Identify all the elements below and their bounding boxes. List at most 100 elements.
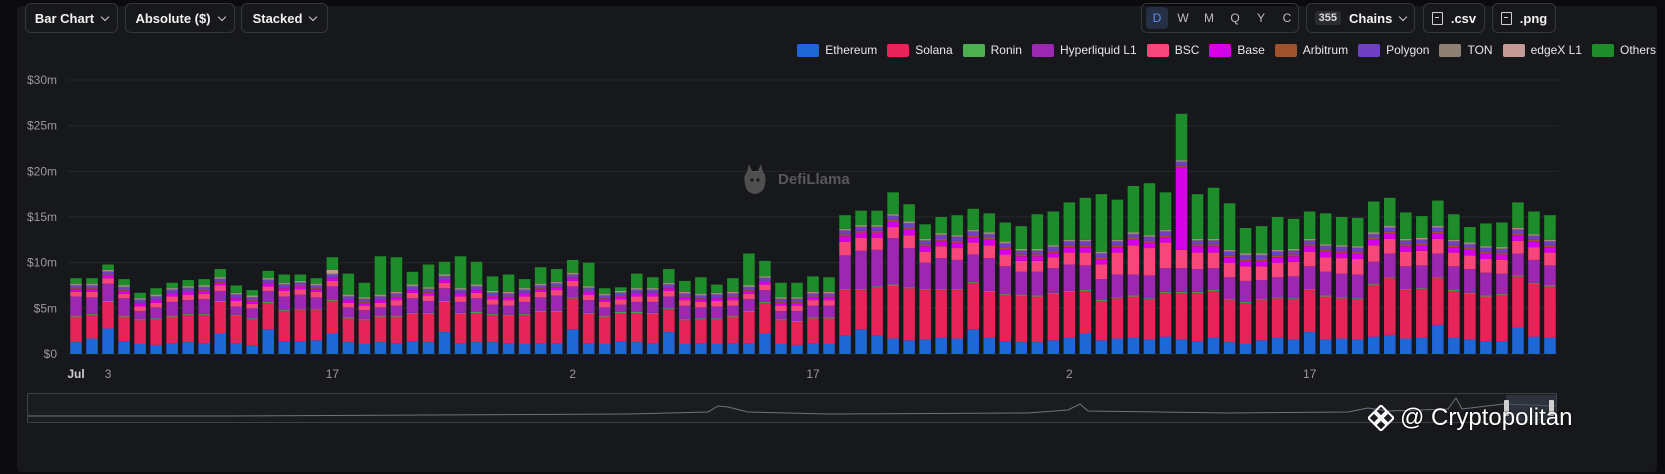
bar-segment[interactable] [1464,248,1476,250]
bar-segment[interactable] [679,280,691,292]
bar-segment[interactable] [983,239,996,246]
bar-segment[interactable] [871,226,883,228]
bar-segment[interactable] [1271,277,1284,298]
bar-segment[interactable] [839,289,851,291]
bar-segment[interactable] [1255,255,1268,260]
bar-segment[interactable] [1031,249,1044,251]
bar-segment[interactable] [1239,227,1252,254]
bar-segment[interactable] [214,279,226,282]
bar-segment[interactable] [598,307,611,316]
bar-segment[interactable] [518,288,531,290]
bar-segment[interactable] [1303,290,1316,333]
bar-segment[interactable] [1448,214,1460,240]
bar-segment[interactable] [310,310,323,341]
bar-segment[interactable] [1335,258,1348,274]
bar-segment[interactable] [214,277,226,279]
bar-segment[interactable] [1143,236,1156,238]
bar-segment[interactable] [1015,249,1028,251]
bar-segment[interactable] [871,210,883,226]
bar-segment[interactable] [470,289,483,291]
bar-segment[interactable] [390,293,403,297]
bar-segment[interactable] [550,343,563,354]
bar-segment[interactable] [663,288,675,291]
bar-segment[interactable] [871,225,883,227]
bar-segment[interactable] [887,219,899,222]
bar-segment[interactable] [374,256,387,295]
bar-segment[interactable] [470,284,483,286]
bar-segment[interactable] [326,286,339,301]
bar-segment[interactable] [855,227,867,231]
bar-segment[interactable] [406,313,419,342]
bar-segment[interactable] [582,262,595,287]
bar-segment[interactable] [1400,244,1412,247]
period-button-w[interactable]: W [1177,11,1189,25]
bar-segment[interactable] [1432,226,1444,228]
bar-segment[interactable] [262,270,275,279]
bar-segment[interactable] [919,262,931,290]
bar-segment[interactable] [1063,247,1076,253]
bar-segment[interactable] [1111,241,1124,246]
bar-segment[interactable] [182,342,194,354]
bar-segment[interactable] [390,305,403,316]
bar-segment[interactable] [1159,237,1172,243]
bar-segment[interactable] [791,305,803,312]
bar-segment[interactable] [1367,233,1380,235]
bar-segment[interactable] [390,316,403,344]
bar-segment[interactable] [1175,292,1188,340]
bar-segment[interactable] [775,311,787,320]
bar-segment[interactable] [1544,247,1556,253]
bar-segment[interactable] [1335,245,1348,247]
bar-segment[interactable] [1095,259,1108,265]
bar-segment[interactable] [999,254,1012,267]
bar-segment[interactable] [182,313,194,315]
bar-segment[interactable] [1207,238,1220,240]
bar-segment[interactable] [775,305,787,312]
bar-segment[interactable] [663,282,675,284]
bar-segment[interactable] [1127,233,1140,235]
bar-segment[interactable] [1335,217,1348,246]
bar-segment[interactable] [935,234,947,236]
bar-segment[interactable] [1255,254,1268,256]
bar-segment[interactable] [278,296,291,311]
bar-segment[interactable] [390,315,403,317]
bar-segment[interactable] [647,296,659,302]
bar-segment[interactable] [967,281,979,283]
bar-segment[interactable] [663,308,675,310]
bar-segment[interactable] [390,292,403,294]
bar-segment[interactable] [1432,324,1444,354]
bar-segment[interactable] [999,266,1012,294]
bar-segment[interactable] [198,313,210,315]
bar-segment[interactable] [1031,248,1044,250]
bar-segment[interactable] [86,278,98,284]
bar-segment[interactable] [454,290,467,293]
bar-segment[interactable] [647,292,659,294]
bar-segment[interactable] [967,254,979,282]
bar-segment[interactable] [1143,339,1156,354]
bar-segment[interactable] [791,302,803,306]
bar-segment[interactable] [951,236,963,238]
bar-segment[interactable] [1400,338,1412,354]
bar-segment[interactable] [1079,239,1092,241]
bar-segment[interactable] [198,286,210,288]
bar-segment[interactable] [1384,197,1396,227]
bar-segment[interactable] [1416,337,1428,354]
bar-segment[interactable] [502,296,515,298]
bar-segment[interactable] [935,217,947,234]
bar-segment[interactable] [807,292,819,294]
bar-segment[interactable] [1159,291,1172,293]
bar-segment[interactable] [150,318,162,320]
bar-segment[interactable] [1287,248,1300,250]
bar-segment[interactable] [550,290,563,296]
bar-segment[interactable] [839,230,851,235]
bar-segment[interactable] [438,301,451,302]
bar-segment[interactable] [967,231,979,236]
bar-segment[interactable] [1143,183,1156,236]
bar-segment[interactable] [1223,250,1236,252]
bar-segment[interactable] [1111,239,1124,241]
bar-segment[interactable] [198,287,210,291]
bar-segment[interactable] [887,285,899,339]
bar-segment[interactable] [1464,242,1476,244]
bar-segment[interactable] [614,312,627,342]
bar-segment[interactable] [1400,251,1412,267]
bar-segment[interactable] [1063,291,1076,338]
